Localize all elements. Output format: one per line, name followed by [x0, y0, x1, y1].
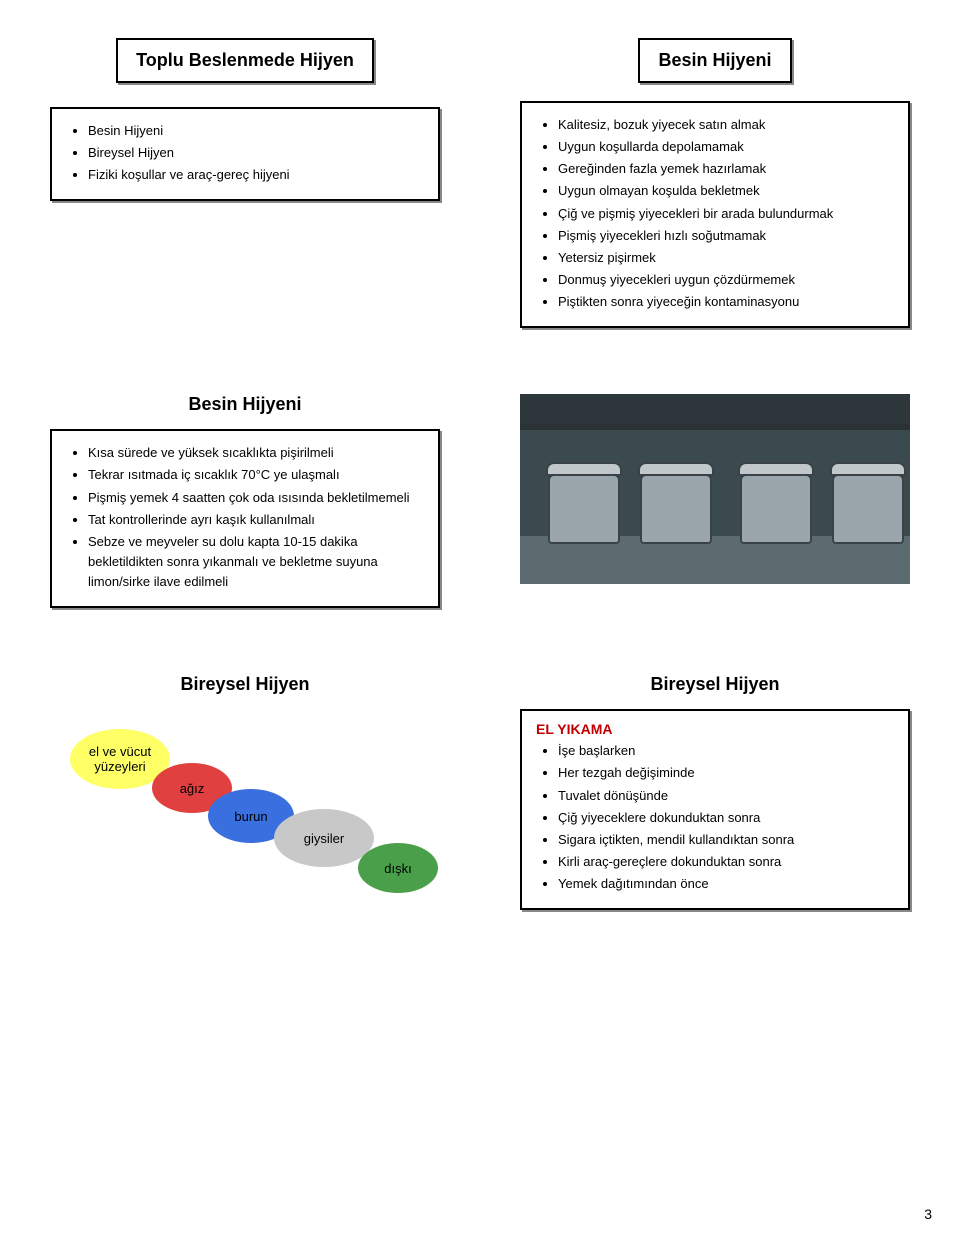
slide-title: Bireysel Hijyen [50, 674, 440, 695]
page-number: 3 [924, 1206, 932, 1222]
list-item: Gereğinden fazla yemek hazırlamak [558, 159, 894, 179]
list-item: Donmuş yiyecekleri uygun çözdürmemek [558, 270, 894, 290]
list-item: Fiziki koşullar ve araç-gereç hijyeni [88, 165, 424, 185]
slide-toplu-beslenme: Toplu Beslenmede Hijyen Besin Hijyeni Bi… [30, 20, 460, 346]
list-box: Kısa sürede ve yüksek sıcaklıkta pişiril… [50, 429, 440, 608]
list-item: Uygun koşullarda depolamamak [558, 137, 894, 157]
bullet-list: Besin Hijyeni Bireysel Hijyen Fiziki koş… [66, 121, 424, 185]
slide-bireysel-ovals: Bireysel Hijyen el ve vücut yüzeyleri ağ… [30, 656, 460, 928]
list-item: Tekrar ısıtmada iç sıcaklık 70°C ye ulaş… [88, 465, 424, 485]
slide-title: Besin Hijyeni [50, 394, 440, 415]
list-item: Yemek dağıtımından önce [558, 874, 894, 894]
vat-lid [738, 462, 814, 476]
list-item: Besin Hijyeni [88, 121, 424, 141]
oval-diski: dışkı [358, 843, 438, 893]
vat-lid [830, 462, 906, 476]
slide-title: Toplu Beslenmede Hijyen [136, 50, 354, 71]
bullet-list: Kısa sürede ve yüksek sıcaklıkta pişiril… [66, 443, 424, 592]
bullet-list: Kalitesiz, bozuk yiyecek satın almak Uyg… [536, 115, 894, 312]
list-item: Tuvalet dönüşünde [558, 786, 894, 806]
cooking-vat [548, 474, 620, 544]
ovals-diagram: el ve vücut yüzeyleri ağız burun giysile… [70, 709, 420, 889]
list-box: EL YIKAMA İşe başlarken Her tezgah değiş… [520, 709, 910, 910]
slide-kitchen-photo [500, 376, 930, 626]
list-item: Pişmiş yiyecekleri hızlı soğutmamak [558, 226, 894, 246]
slide-besin-hijyeni-list: Besin Hijyeni Kalitesiz, bozuk yiyecek s… [500, 20, 930, 346]
slide-grid: Toplu Beslenmede Hijyen Besin Hijyeni Bi… [0, 0, 960, 948]
slide-title: Besin Hijyeni [658, 50, 771, 71]
list-item: Sebze ve meyveler su dolu kapta 10-15 da… [88, 532, 424, 592]
slide-besin-hijyeni-rules: Besin Hijyeni Kısa sürede ve yüksek sıca… [30, 376, 460, 626]
oval-giysiler: giysiler [274, 809, 374, 867]
list-item: Her tezgah değişiminde [558, 763, 894, 783]
vat-lid [546, 462, 622, 476]
kitchen-pipe [520, 424, 910, 430]
title-wrap: Besin Hijyeni [520, 38, 910, 101]
list-item: Sigara içtikten, mendil kullandıktan son… [558, 830, 894, 850]
title-wrap: Toplu Beslenmede Hijyen [50, 38, 440, 101]
list-item: İşe başlarken [558, 741, 894, 761]
cooking-vat [832, 474, 904, 544]
list-item: Kirli araç-gereçlere dokunduktan sonra [558, 852, 894, 872]
list-item: Piştikten sonra yiyeceğin kontaminasyonu [558, 292, 894, 312]
title-box: Toplu Beslenmede Hijyen [116, 38, 374, 83]
list-item: Çiğ yiyeceklere dokunduktan sonra [558, 808, 894, 828]
list-box: Besin Hijyeni Bireysel Hijyen Fiziki koş… [50, 107, 440, 201]
kitchen-illustration [520, 394, 910, 584]
list-item: Kısa sürede ve yüksek sıcaklıkta pişiril… [88, 443, 424, 463]
slide-title: Bireysel Hijyen [520, 674, 910, 695]
list-item: Tat kontrollerinde ayrı kaşık kullanılma… [88, 510, 424, 530]
list-box: Kalitesiz, bozuk yiyecek satın almak Uyg… [520, 101, 910, 328]
cooking-vat [640, 474, 712, 544]
section-heading: EL YIKAMA [536, 721, 894, 737]
kitchen-hood [520, 394, 910, 428]
bullet-list: İşe başlarken Her tezgah değişiminde Tuv… [536, 741, 894, 894]
list-item: Pişmiş yemek 4 saatten çok oda ısısında … [88, 488, 424, 508]
list-item: Bireysel Hijyen [88, 143, 424, 163]
list-item: Çiğ ve pişmiş yiyecekleri bir arada bulu… [558, 204, 894, 224]
list-item: Kalitesiz, bozuk yiyecek satın almak [558, 115, 894, 135]
cooking-vat [740, 474, 812, 544]
list-item: Yetersiz pişirmek [558, 248, 894, 268]
list-item: Uygun olmayan koşulda bekletmek [558, 181, 894, 201]
title-box: Besin Hijyeni [638, 38, 791, 83]
vat-lid [638, 462, 714, 476]
slide-bireysel-el-yikama: Bireysel Hijyen EL YIKAMA İşe başlarken … [500, 656, 930, 928]
